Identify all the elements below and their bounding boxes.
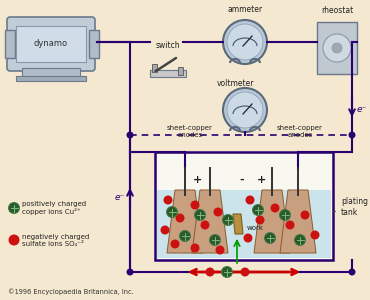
- Circle shape: [222, 214, 233, 226]
- Circle shape: [240, 268, 249, 277]
- Circle shape: [171, 239, 179, 248]
- Circle shape: [205, 268, 215, 277]
- Text: ammeter: ammeter: [228, 5, 263, 14]
- Text: voltmeter: voltmeter: [217, 79, 255, 88]
- Circle shape: [213, 208, 222, 217]
- Circle shape: [349, 268, 356, 275]
- Polygon shape: [192, 190, 228, 253]
- Polygon shape: [280, 190, 316, 253]
- Circle shape: [179, 230, 191, 242]
- Circle shape: [175, 214, 185, 223]
- Circle shape: [279, 209, 290, 220]
- Circle shape: [209, 235, 221, 245]
- Circle shape: [227, 24, 263, 60]
- Circle shape: [222, 266, 232, 278]
- Circle shape: [243, 233, 252, 242]
- Circle shape: [223, 88, 267, 132]
- Circle shape: [265, 232, 276, 244]
- Circle shape: [215, 245, 225, 254]
- Circle shape: [166, 206, 178, 218]
- Text: rheostat: rheostat: [321, 6, 353, 15]
- Bar: [155, 152, 333, 260]
- Text: +: +: [192, 175, 202, 185]
- Bar: [178, 67, 183, 75]
- Circle shape: [161, 226, 169, 235]
- Bar: [150, 70, 186, 77]
- Bar: [16, 26, 86, 62]
- Circle shape: [9, 235, 20, 245]
- Text: +: +: [258, 175, 267, 185]
- Circle shape: [154, 69, 158, 73]
- Bar: [22, 68, 80, 78]
- Bar: [152, 64, 157, 72]
- Bar: [5, 30, 15, 58]
- Circle shape: [332, 43, 342, 53]
- Circle shape: [227, 92, 263, 128]
- Circle shape: [252, 205, 263, 215]
- Circle shape: [201, 220, 209, 230]
- Bar: [16, 76, 86, 81]
- Text: negatively charged
sulfate ions SO₄⁻²: negatively charged sulfate ions SO₄⁻²: [22, 233, 89, 247]
- Text: e⁻: e⁻: [357, 106, 367, 115]
- Circle shape: [9, 202, 20, 214]
- Text: -: -: [240, 175, 244, 185]
- Polygon shape: [233, 214, 243, 234]
- Circle shape: [310, 230, 320, 239]
- Bar: [317, 22, 357, 74]
- Circle shape: [270, 203, 279, 212]
- Bar: [157, 190, 331, 258]
- Circle shape: [256, 215, 265, 224]
- Circle shape: [191, 244, 199, 253]
- Circle shape: [246, 196, 255, 205]
- Text: work: work: [247, 225, 264, 231]
- Text: dynamo: dynamo: [34, 40, 68, 49]
- Circle shape: [127, 268, 134, 275]
- Text: ©1996 Encyclopaedia Britannica, Inc.: ©1996 Encyclopaedia Britannica, Inc.: [8, 288, 134, 295]
- Circle shape: [195, 209, 205, 220]
- Text: positively charged
copper ions Cu²⁺: positively charged copper ions Cu²⁺: [22, 201, 86, 215]
- FancyBboxPatch shape: [7, 17, 95, 71]
- Polygon shape: [254, 190, 290, 253]
- Circle shape: [323, 34, 351, 62]
- Circle shape: [295, 235, 306, 245]
- Text: plating
tank: plating tank: [333, 197, 368, 217]
- Circle shape: [223, 20, 267, 64]
- Polygon shape: [167, 190, 203, 253]
- Circle shape: [164, 196, 172, 205]
- Circle shape: [127, 131, 134, 139]
- Text: switch: switch: [156, 41, 180, 50]
- Circle shape: [349, 131, 356, 139]
- Text: sheet-copper
anodes: sheet-copper anodes: [277, 125, 323, 138]
- Text: sheet-copper
anodes: sheet-copper anodes: [167, 125, 213, 138]
- Circle shape: [286, 220, 295, 230]
- Text: e⁻: e⁻: [115, 193, 125, 202]
- Bar: [89, 30, 99, 58]
- Circle shape: [300, 211, 309, 220]
- Circle shape: [191, 200, 199, 209]
